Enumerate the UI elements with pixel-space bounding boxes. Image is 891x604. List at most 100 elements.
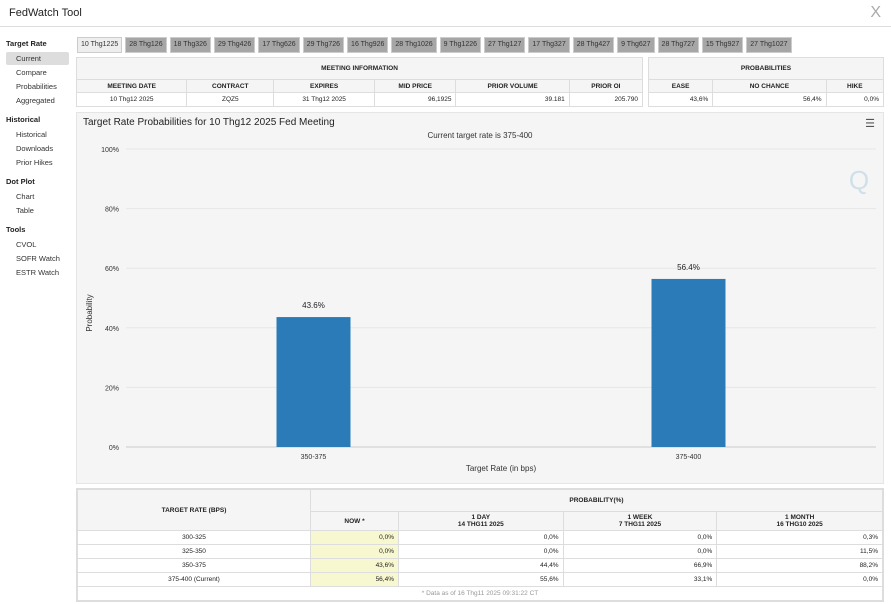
meeting-tab[interactable]: 9 Thg627 <box>617 37 655 53</box>
sidebar-item-table[interactable]: Table <box>16 206 34 215</box>
probability-cell: 66,9% <box>562 558 718 573</box>
cell-value: 10 Thg12 2025 <box>75 92 188 107</box>
y-tick-label: 80% <box>105 207 119 214</box>
cell-value: 31 Thg12 2025 <box>273 92 375 107</box>
x-tick-label: 375-400 <box>676 454 702 461</box>
period-label: 1 DAY <box>471 514 491 521</box>
probability-cell: 0,0% <box>398 544 564 559</box>
probability-cell: 55,6% <box>398 572 564 587</box>
probabilities-title: PROBABILITIES <box>648 57 884 80</box>
probability-group-header: PROBABILITY(%) <box>310 489 883 512</box>
x-tick-label: 350-375 <box>301 454 327 461</box>
column-header: PRIOR VOLUME <box>455 79 570 93</box>
meeting-tab[interactable]: 29 Thg426 <box>213 37 256 53</box>
probabilities-table: PROBABILITIES EASE NO CHANCE HIKE 43,6% 56,4… <box>647 57 885 107</box>
watermark-logo: Q <box>849 165 869 195</box>
meeting-tab[interactable]: 18 Thg326 <box>169 37 211 53</box>
meeting-tab[interactable]: 27 Thg1027 <box>746 37 792 53</box>
probability-cell: 11,5% <box>716 544 883 559</box>
sidebar-item-probabilities[interactable]: Probabilities <box>16 82 57 91</box>
sidebar-item-compare[interactable]: Compare <box>16 68 47 77</box>
sidebar-item-estr-watch[interactable]: ESTR Watch <box>16 268 60 277</box>
sidebar-item-current[interactable]: Current <box>6 52 69 65</box>
target-rate-cell: 350-375 <box>77 558 311 573</box>
period-header: 1 MONTH 16 THG10 2025 <box>716 511 883 531</box>
hamburger-icon[interactable]: ☰ <box>865 118 875 130</box>
footnote: * Data as of 16 Thg11 2025 09:31:22 CT <box>77 586 883 601</box>
probability-cell: 0,0% <box>716 572 883 587</box>
chart-subtitle: Current target rate is 375-400 <box>427 131 533 140</box>
table-row: 300-325 0,0% 0,0% 0,0% 0,3% <box>77 530 883 545</box>
period-label: 1 WEEK <box>627 514 653 521</box>
probability-cell: 0,0% <box>562 530 718 545</box>
meeting-info-table: MEETING INFORMATION MEETING DATE CONTRACT… <box>75 57 644 107</box>
meeting-tab[interactable]: 16 Thg926 <box>347 37 389 53</box>
meeting-tab[interactable]: 9 Thg1226 <box>439 37 482 53</box>
meeting-tab[interactable]: 28 Thg1026 <box>391 37 437 53</box>
column-header: EXPIRES <box>273 79 375 93</box>
bar-chart: Q Probability Target Rate (in bps) 0% 20%… <box>85 147 876 473</box>
bar[interactable] <box>651 278 726 447</box>
sidebar-item-prior-hikes[interactable]: Prior Hikes <box>16 158 53 167</box>
chart-panel: Target Rate Probabilities for 10 Thg12 2… <box>76 112 884 484</box>
probability-cell: 0,0% <box>398 530 564 545</box>
meeting-tab[interactable]: 29 Thg726 <box>302 37 345 53</box>
y-tick-label: 100% <box>101 147 119 154</box>
cell-value: 43,6% <box>647 92 714 107</box>
sidebar-heading: Target Rate <box>6 39 47 48</box>
sidebar-group: Historical Historical Downloads Prior Hikes <box>0 115 72 169</box>
cell-value: 205.790 <box>568 92 644 107</box>
sidebar-heading: Dot Plot <box>6 177 35 186</box>
sidebar-item-cvol[interactable]: CVOL <box>16 240 37 249</box>
y-tick-label: 0% <box>109 445 119 452</box>
probability-cell: 43,6% <box>310 558 399 573</box>
probability-cell: 88,2% <box>716 558 883 573</box>
cell-value: 56,4% <box>712 92 827 107</box>
meeting-tab[interactable]: 15 Thg927 <box>701 37 744 53</box>
sidebar-item-aggregated[interactable]: Aggregated <box>16 96 55 105</box>
sidebar-item-downloads[interactable]: Downloads <box>16 144 54 153</box>
meeting-tab[interactable]: 10 Thg1225 <box>77 37 123 53</box>
column-header: NO CHANCE <box>712 79 827 93</box>
table-row: 375-400 (Current) 56,4% 55,6% 33,1% 0,0% <box>77 572 883 587</box>
target-rate-cell: 375-400 (Current) <box>77 572 311 587</box>
probability-cell: 56,4% <box>310 572 399 587</box>
bar[interactable] <box>276 317 351 447</box>
sidebar-item-sofr-watch[interactable]: SOFR Watch <box>16 254 60 263</box>
period-label: 1 MONTH <box>785 514 815 521</box>
meeting-tab[interactable]: 28 Thg727 <box>657 37 699 53</box>
cell-value: 96,1925 <box>373 92 457 107</box>
probability-cell: 0,0% <box>310 530 399 545</box>
meeting-tab[interactable]: 28 Thg427 <box>572 37 615 53</box>
sidebar-item-historical[interactable]: Historical <box>16 130 47 139</box>
bar-data-label: 43.6% <box>302 301 325 310</box>
sidebar-group: Target Rate Current Compare Probabilities Ag… <box>0 39 72 107</box>
period-label: NOW * <box>344 517 365 525</box>
column-header: MEETING DATE <box>75 79 188 93</box>
table-row: 325-350 0,0% 0,0% 0,0% 11,5% <box>77 544 883 559</box>
meeting-tab[interactable]: 28 Thg126 <box>125 37 167 53</box>
period-date: 16 THG10 2025 <box>776 521 823 528</box>
meeting-tab[interactable]: 17 Thg327 <box>528 37 570 53</box>
meeting-tab[interactable]: 27 Thg127 <box>484 37 526 53</box>
sidebar-group: Tools CVOL SOFR Watch ESTR Watch <box>0 225 72 279</box>
column-header: HIKE <box>825 79 885 93</box>
sidebar-heading: Tools <box>6 225 26 234</box>
period-date: 7 THG11 2025 <box>618 521 662 528</box>
table-row: 350-375 43,6% 44,4% 66,9% 88,2% <box>77 558 883 573</box>
column-header: MID PRICE <box>373 79 457 93</box>
probability-cell: 0,0% <box>562 544 718 559</box>
cell-value: 39.181 <box>455 92 570 107</box>
period-date: 14 THG11 2025 <box>457 521 504 528</box>
cell-value: ZQZ5 <box>186 92 275 107</box>
period-header: 1 DAY 14 THG11 2025 <box>398 511 564 531</box>
meeting-info-title: MEETING INFORMATION <box>76 57 643 80</box>
meeting-tab[interactable]: 17 Thg626 <box>258 37 300 53</box>
probability-cell: 33,1% <box>562 572 718 587</box>
sidebar-item-chart[interactable]: Chart <box>16 192 35 201</box>
period-header: 1 WEEK 7 THG11 2025 <box>562 511 718 531</box>
close-icon[interactable]: X <box>870 4 881 21</box>
sidebar: Target Rate Current Compare Probabilities Ag… <box>0 34 72 287</box>
x-axis-label: Target Rate (in bps) <box>466 464 537 473</box>
chart-title: Target Rate Probabilities for 10 Thg12 2… <box>83 117 335 128</box>
